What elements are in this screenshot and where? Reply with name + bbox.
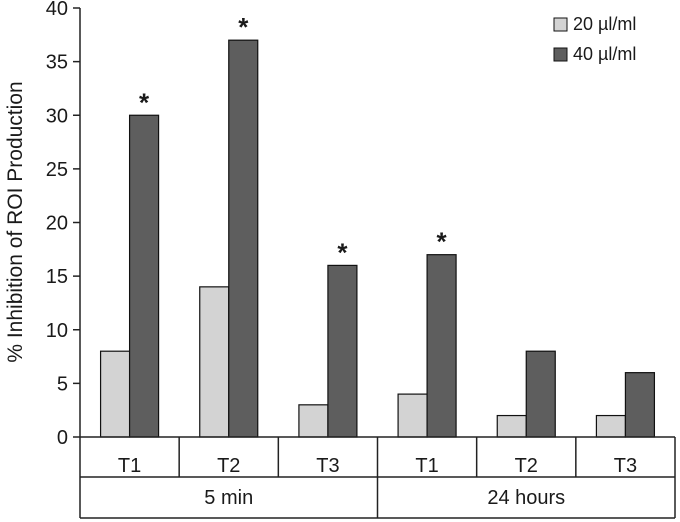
y-tick-label: 0 bbox=[57, 427, 68, 449]
y-tick-label: 10 bbox=[46, 320, 68, 342]
legend-label: 40 µl/ml bbox=[573, 44, 636, 64]
x-tick-label: T3 bbox=[316, 455, 339, 477]
legend: 20 µl/ml 40 µl/ml bbox=[553, 14, 636, 64]
bar-40ul-1 bbox=[228, 39, 259, 438]
bar-40ul-2 bbox=[327, 264, 358, 438]
x-tick-label: T2 bbox=[217, 455, 240, 477]
legend-swatch bbox=[553, 47, 568, 62]
bar-20ul-1 bbox=[199, 286, 230, 438]
x-tick-label: T3 bbox=[614, 455, 637, 477]
bar-20ul-4 bbox=[496, 414, 527, 438]
y-axis-title: % Inhibition of ROI Production bbox=[4, 81, 27, 362]
y-tick-label: 20 bbox=[46, 213, 68, 235]
bar-20ul-2 bbox=[298, 404, 329, 438]
y-tick-label: 30 bbox=[46, 105, 68, 127]
bar-20ul-5 bbox=[595, 414, 627, 438]
significance-marker: * bbox=[139, 87, 150, 117]
group-label: 5 min bbox=[204, 487, 253, 509]
bar-20ul-3 bbox=[397, 393, 428, 438]
bar-40ul-3 bbox=[426, 254, 457, 438]
x-axis: T1 T2 T3 T1 T2 T3 5 min 24 hours bbox=[80, 436, 676, 519]
y-tick-label: 5 bbox=[57, 373, 68, 395]
legend-label: 20 µl/ml bbox=[573, 14, 636, 34]
bar-40ul-4 bbox=[525, 350, 556, 438]
significance-marker: * bbox=[337, 237, 348, 267]
y-axis: 0 5 10 15 20 25 30 35 40 bbox=[46, 0, 81, 518]
bars: * * * * bbox=[99, 12, 656, 438]
x-tick-label: T2 bbox=[515, 455, 538, 477]
bar-40ul-5 bbox=[624, 372, 656, 438]
x-tick-label: T1 bbox=[415, 455, 438, 477]
group-label: 24 hours bbox=[487, 487, 565, 509]
y-tick-label: 15 bbox=[46, 266, 68, 288]
y-tick-label: 40 bbox=[46, 0, 68, 20]
bar-20ul-0 bbox=[99, 350, 131, 438]
y-tick-label: 35 bbox=[46, 52, 68, 74]
significance-marker: * bbox=[238, 12, 249, 42]
bar-40ul-0 bbox=[128, 114, 160, 438]
legend-swatch bbox=[553, 17, 568, 32]
significance-marker: * bbox=[437, 227, 448, 257]
x-tick-label: T1 bbox=[118, 455, 141, 477]
y-tick-label: 25 bbox=[46, 159, 68, 181]
